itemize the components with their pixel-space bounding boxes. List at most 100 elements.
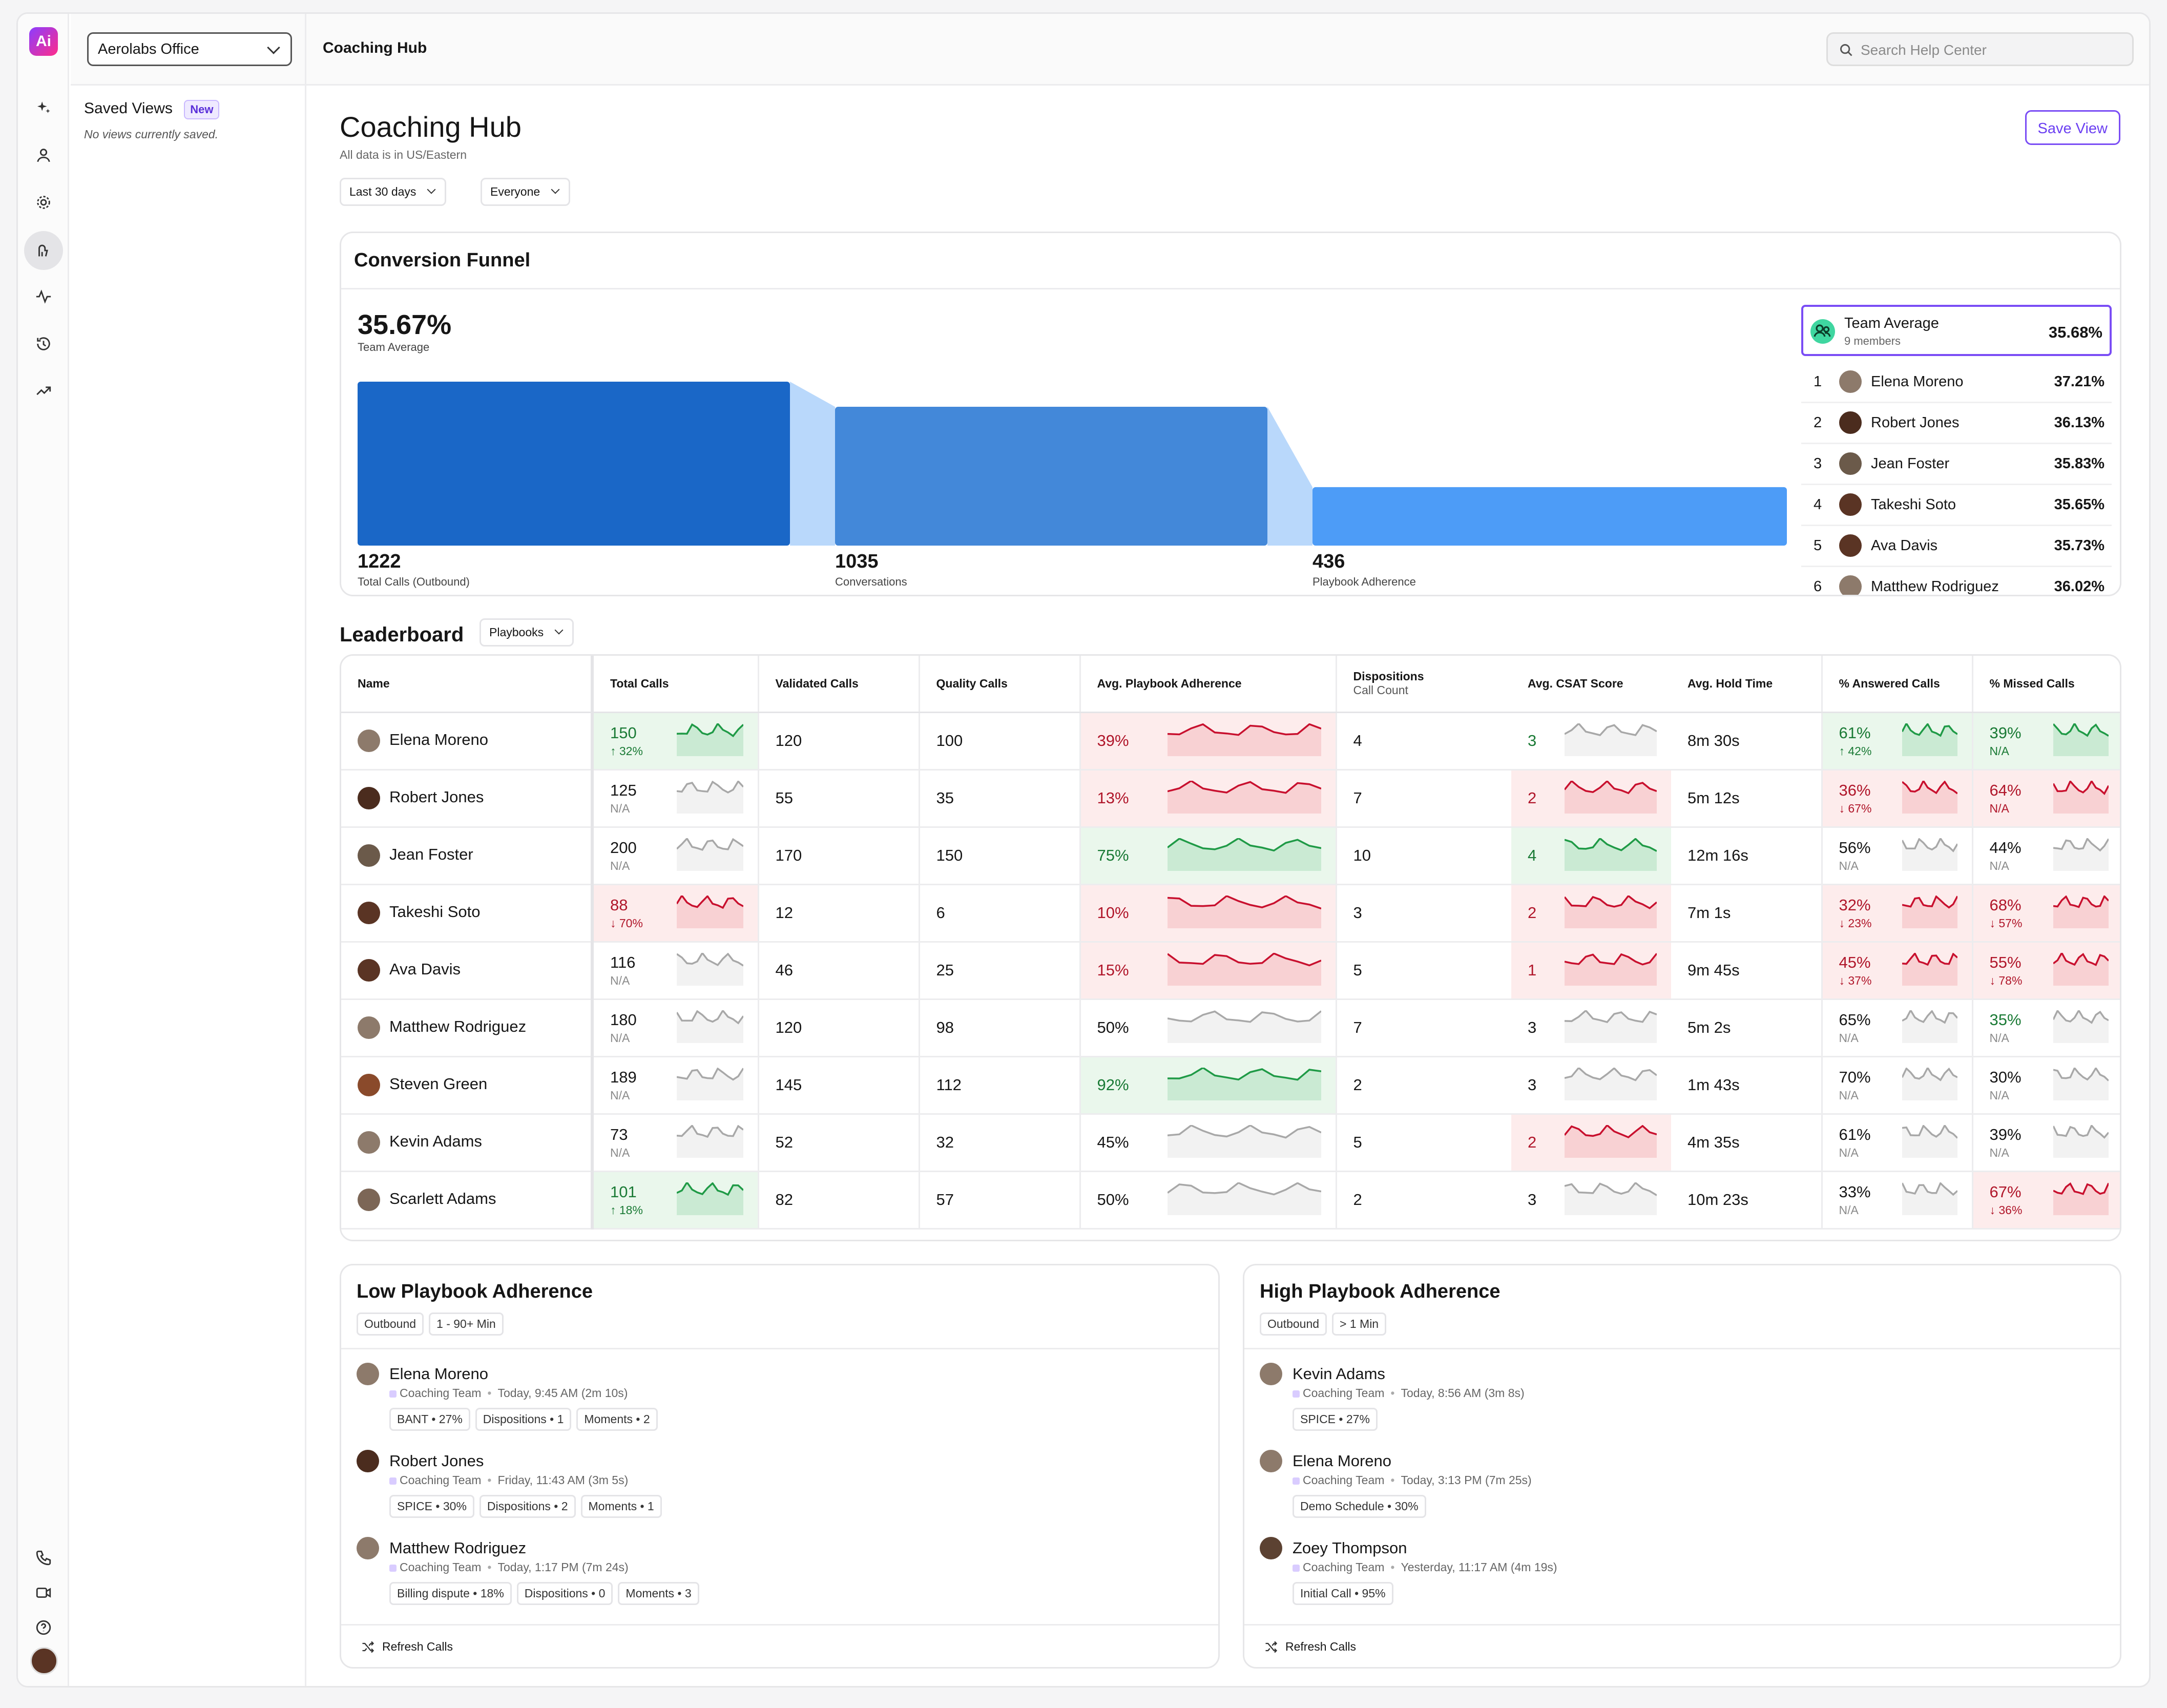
help-icon[interactable] — [31, 1615, 56, 1640]
user-icon[interactable] — [31, 143, 56, 168]
activity-icon[interactable] — [31, 284, 56, 309]
cell-missed[interactable]: 39% N/A — [1972, 1114, 2120, 1172]
cell-csat[interactable]: 3 — [1511, 999, 1671, 1057]
cell-validated[interactable]: 120 — [758, 999, 920, 1057]
cell-quality[interactable]: 6 — [919, 884, 1081, 943]
call-item[interactable]: Matthew Rodriguez Coaching Team • Today, 1:… — [357, 1537, 1176, 1614]
ranking-row[interactable]: 5 Ava Davis 35.73% — [1801, 526, 2112, 567]
table-row[interactable]: Robert Jones 125 N/A 55 35 13% 7 2 5m 12s 36% ↓ 67… — [341, 769, 2120, 828]
low-refresh-button[interactable]: Refresh Calls — [341, 1624, 1218, 1667]
call-item[interactable]: Kevin Adams Coaching Team • Today, 8:56 AM … — [1260, 1363, 2079, 1440]
cell-total-calls[interactable]: 88 ↓ 70% — [592, 884, 759, 943]
cell-quality[interactable]: 150 — [919, 827, 1081, 885]
cell-name[interactable]: Scarlett Adams — [341, 1171, 594, 1230]
cell-csat[interactable]: 2 — [1511, 769, 1671, 828]
cell-dispositions[interactable]: 5 — [1336, 942, 1511, 1000]
cell-adherence[interactable]: 13% — [1080, 769, 1337, 828]
table-row[interactable]: Jean Foster 200 N/A 170 150 75% 10 4 12m 16s 56% N… — [341, 827, 2120, 885]
col-hold-time[interactable]: Avg. Hold Time — [1671, 656, 1823, 713]
cell-hold-time[interactable]: 1m 43s — [1671, 1056, 1823, 1115]
cell-adherence[interactable]: 50% — [1080, 1171, 1337, 1230]
ranking-row[interactable]: 1 Elena Moreno 37.21% — [1801, 362, 2112, 403]
cell-hold-time[interactable]: 10m 23s — [1671, 1171, 1823, 1230]
cell-answered[interactable]: 32% ↓ 23% — [1822, 884, 1973, 943]
cell-hold-time[interactable]: 5m 12s — [1671, 769, 1823, 828]
cell-validated[interactable]: 170 — [758, 827, 920, 885]
cell-total-calls[interactable]: 116 N/A — [592, 942, 759, 1000]
cell-hold-time[interactable]: 7m 1s — [1671, 884, 1823, 943]
cell-quality[interactable]: 32 — [919, 1114, 1081, 1172]
cell-adherence[interactable]: 10% — [1080, 884, 1337, 943]
call-item[interactable]: Elena Moreno Coaching Team • Today, 3:13 PM… — [1260, 1450, 2079, 1527]
playbooks-filter[interactable]: Playbooks — [480, 618, 574, 647]
office-select[interactable]: Aerolabs Office — [87, 32, 292, 66]
cell-dispositions[interactable]: 2 — [1336, 1171, 1511, 1230]
cell-name[interactable]: Steven Green — [341, 1056, 594, 1115]
cell-quality[interactable]: 98 — [919, 999, 1081, 1057]
cell-adherence[interactable]: 75% — [1080, 827, 1337, 885]
table-row[interactable]: Takeshi Soto 88 ↓ 70% 12 6 10% 3 2 7m 1s 32% ↓ 23%… — [341, 884, 2120, 943]
cell-answered[interactable]: 61% N/A — [1822, 1114, 1973, 1172]
cell-missed[interactable]: 68% ↓ 57% — [1972, 884, 2120, 943]
cell-hold-time[interactable]: 12m 16s — [1671, 827, 1823, 885]
table-row[interactable]: Steven Green 189 N/A 145 112 92% 2 3 1m 43s 70% N/… — [341, 1056, 2120, 1115]
table-row[interactable]: Kevin Adams 73 N/A 52 32 45% 5 2 4m 35s 61% N/A 39%… — [341, 1114, 2120, 1172]
cell-dispositions[interactable]: 7 — [1336, 769, 1511, 828]
col-answered[interactable]: % Answered Calls — [1822, 656, 1973, 713]
cell-answered[interactable]: 45% ↓ 37% — [1822, 942, 1973, 1000]
people-filter[interactable]: Everyone — [481, 178, 571, 206]
cell-adherence[interactable]: 15% — [1080, 942, 1337, 1000]
cell-total-calls[interactable]: 189 N/A — [592, 1056, 759, 1115]
cell-missed[interactable]: 64% N/A — [1972, 769, 2120, 828]
cell-validated[interactable]: 145 — [758, 1056, 920, 1115]
cell-hold-time[interactable]: 4m 35s — [1671, 1114, 1823, 1172]
col-total-calls[interactable]: Total Calls — [592, 656, 759, 713]
cell-validated[interactable]: 82 — [758, 1171, 920, 1230]
cell-missed[interactable]: 35% N/A — [1972, 999, 2120, 1057]
col-csat[interactable]: Avg. CSAT Score — [1511, 656, 1671, 713]
cell-total-calls[interactable]: 200 N/A — [592, 827, 759, 885]
cell-missed[interactable]: 39% N/A — [1972, 712, 2120, 770]
trending-icon[interactable] — [31, 379, 56, 403]
cell-csat[interactable]: 2 — [1511, 1114, 1671, 1172]
ranking-row[interactable]: 6 Matthew Rodriguez 36.02% — [1801, 567, 2112, 595]
cell-validated[interactable]: 120 — [758, 712, 920, 770]
team-average-row[interactable]: Team Average 9 members 35.68% — [1801, 305, 2112, 356]
cell-missed[interactable]: 67% ↓ 36% — [1972, 1171, 2120, 1230]
cell-csat[interactable]: 3 — [1511, 712, 1671, 770]
cell-validated[interactable]: 12 — [758, 884, 920, 943]
cell-csat[interactable]: 4 — [1511, 827, 1671, 885]
cell-validated[interactable]: 46 — [758, 942, 920, 1000]
cell-missed[interactable]: 55% ↓ 78% — [1972, 942, 2120, 1000]
cell-total-calls[interactable]: 180 N/A — [592, 999, 759, 1057]
cell-name[interactable]: Elena Moreno — [341, 712, 594, 770]
call-item[interactable]: Robert Jones Coaching Team • Friday, 11:43 … — [357, 1450, 1176, 1527]
col-validated-calls[interactable]: Validated Calls — [758, 656, 920, 713]
col-playbook-adherence[interactable]: Avg. Playbook Adherence — [1080, 656, 1337, 713]
cell-hold-time[interactable]: 9m 45s — [1671, 942, 1823, 1000]
cell-csat[interactable]: 1 — [1511, 942, 1671, 1000]
cell-dispositions[interactable]: 7 — [1336, 999, 1511, 1057]
history-icon[interactable] — [31, 331, 56, 356]
cell-quality[interactable]: 25 — [919, 942, 1081, 1000]
col-missed[interactable]: % Missed Calls — [1972, 656, 2120, 713]
cell-csat[interactable]: 3 — [1511, 1171, 1671, 1230]
table-row[interactable]: Ava Davis 116 N/A 46 25 15% 5 1 9m 45s 45% ↓ 37% 55… — [341, 942, 2120, 1000]
cell-quality[interactable]: 100 — [919, 712, 1081, 770]
cell-answered[interactable]: 36% ↓ 67% — [1822, 769, 1973, 828]
cell-adherence[interactable]: 45% — [1080, 1114, 1337, 1172]
high-refresh-button[interactable]: Refresh Calls — [1244, 1624, 2120, 1667]
cell-missed[interactable]: 30% N/A — [1972, 1056, 2120, 1115]
cell-total-calls[interactable]: 73 N/A — [592, 1114, 759, 1172]
cell-dispositions[interactable]: 3 — [1336, 884, 1511, 943]
cell-answered[interactable]: 65% N/A — [1822, 999, 1973, 1057]
cell-total-calls[interactable]: 150 ↑ 32% — [592, 712, 759, 770]
table-row[interactable]: Elena Moreno 150 ↑ 32% 120 100 39% 4 3 8m 30s 61%… — [341, 712, 2120, 770]
cell-quality[interactable]: 35 — [919, 769, 1081, 828]
cell-csat[interactable]: 2 — [1511, 884, 1671, 943]
cell-total-calls[interactable]: 101 ↑ 18% — [592, 1171, 759, 1230]
cell-dispositions[interactable]: 4 — [1336, 712, 1511, 770]
phone-icon[interactable] — [31, 1546, 56, 1570]
ranking-row[interactable]: 2 Robert Jones 36.13% — [1801, 403, 2112, 444]
date-range-filter[interactable]: Last 30 days — [340, 178, 447, 206]
